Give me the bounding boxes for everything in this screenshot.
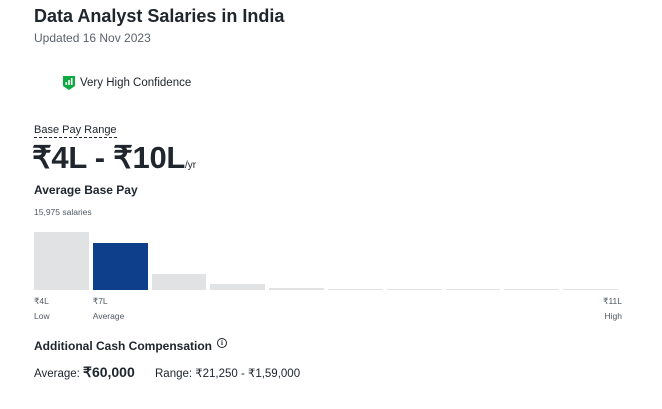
pay-range-value: ₹4L - ₹10L <box>32 140 186 175</box>
chart-bar <box>34 232 89 290</box>
chart-bar <box>328 289 383 290</box>
additional-cash-title: Additional Cash Compensation <box>34 339 213 353</box>
tick-value: ₹4L <box>34 296 49 306</box>
pay-range: ₹4L - ₹10L/yr <box>32 140 196 176</box>
additional-cash-range-label: Range: <box>155 368 193 380</box>
chart-bar <box>504 289 560 290</box>
chart-tick-label: ₹4L Low <box>34 296 50 321</box>
confidence-label: Very High Confidence <box>80 77 192 89</box>
tick-sublabel: High <box>604 311 622 321</box>
chart-bar <box>210 284 266 290</box>
additional-cash-average-value: ₹60,000 <box>83 364 135 380</box>
chart-bar <box>151 274 207 290</box>
tick-sublabel: Average <box>92 311 125 321</box>
info-icon[interactable]: i <box>217 338 228 348</box>
additional-cash-label: Additional Cash Compensation i <box>34 338 228 353</box>
chart-bar <box>269 288 324 290</box>
bar-chart-badge-icon <box>62 75 76 91</box>
tick-value: ₹7L <box>92 296 108 306</box>
pay-range-unit: /yr <box>185 160 197 171</box>
chart-bar <box>445 289 501 290</box>
additional-cash-average: Average: ₹60,000 <box>34 364 135 381</box>
chart-bar <box>92 243 148 290</box>
base-pay-range-label[interactable]: Base Pay Range <box>34 124 117 138</box>
updated-date: Updated 16 Nov 2023 <box>34 31 151 45</box>
tick-sublabel: Low <box>34 311 50 321</box>
chart-bar <box>563 289 618 290</box>
page-title: Data Analyst Salaries in India <box>34 6 285 26</box>
chart-tick-label: ₹11L High <box>603 296 622 321</box>
chart-tick-label: ₹7L Average <box>93 296 125 321</box>
confidence-badge: Very High Confidence <box>62 75 191 91</box>
average-base-pay-label: Average Base Pay <box>34 183 138 197</box>
chart-bar <box>386 289 442 290</box>
additional-cash-range-value: ₹21,250 - ₹1,59,000 <box>195 368 301 380</box>
salary-distribution-chart <box>34 228 622 290</box>
salaries-count: 15,975 salaries <box>34 207 92 217</box>
tick-value: ₹11L <box>603 296 622 306</box>
additional-cash-average-label: Average: <box>34 368 80 380</box>
additional-cash-range: Range: ₹21,250 - ₹1,59,000 <box>155 366 300 380</box>
